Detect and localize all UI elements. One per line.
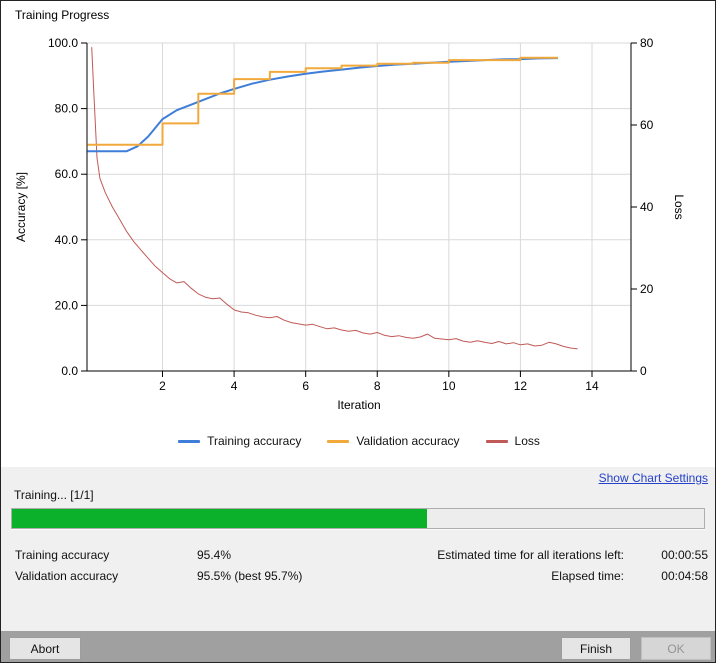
show-chart-settings-link[interactable]: Show Chart Settings — [598, 471, 708, 485]
svg-text:6: 6 — [302, 379, 309, 393]
legend-label: Validation accuracy — [356, 434, 460, 448]
svg-text:40.0: 40.0 — [55, 233, 79, 247]
svg-text:0.0: 0.0 — [61, 364, 78, 378]
svg-text:8: 8 — [374, 379, 381, 393]
legend-label: Training accuracy — [207, 434, 302, 448]
elapsed-time-value: 00:04:58 — [661, 569, 708, 583]
abort-button[interactable]: Abort — [9, 637, 81, 660]
validation-accuracy-label: Validation accuracy — [15, 569, 119, 583]
validation-accuracy-value: 95.5% (best 95.7%) — [197, 569, 303, 583]
chart-legend: Training accuracy Validation accuracy Lo… — [1, 430, 715, 452]
button-bar: Abort Finish OK — [1, 631, 715, 662]
svg-text:10: 10 — [442, 379, 456, 393]
training-status-label: Training... [1/1] — [14, 488, 94, 502]
training-progress-bar — [11, 508, 705, 529]
legend-item-loss: Loss — [485, 434, 540, 448]
svg-text:60.0: 60.0 — [55, 167, 79, 181]
validation-accuracy-line-icon — [327, 439, 350, 443]
progress-panel: Show Chart Settings Training... [1/1] Tr… — [1, 467, 715, 631]
training-accuracy-label: Training accuracy — [15, 548, 110, 562]
svg-text:80: 80 — [640, 36, 654, 50]
estimated-time-label: Estimated time for all iterations left: — [437, 548, 624, 562]
svg-text:12: 12 — [514, 379, 528, 393]
svg-text:Iteration: Iteration — [337, 398, 380, 412]
training-accuracy-line-icon — [178, 439, 201, 443]
svg-text:0: 0 — [640, 364, 647, 378]
svg-text:Loss: Loss — [672, 194, 686, 219]
svg-text:Accuracy [%]: Accuracy [%] — [14, 172, 28, 242]
page-title: Training Progress — [15, 8, 110, 22]
legend-item-training-accuracy: Training accuracy — [178, 434, 301, 448]
training-accuracy-value: 95.4% — [197, 548, 232, 562]
svg-text:100.0: 100.0 — [48, 36, 78, 50]
svg-text:20: 20 — [640, 282, 654, 296]
elapsed-time-label: Elapsed time: — [551, 569, 624, 583]
svg-text:14: 14 — [585, 379, 599, 393]
legend-label: Loss — [514, 434, 540, 448]
ok-button[interactable]: OK — [641, 637, 711, 660]
svg-text:40: 40 — [640, 200, 654, 214]
estimated-time-value: 00:00:55 — [661, 548, 708, 562]
loss-line-icon — [485, 439, 508, 443]
progress-bar-fill — [12, 509, 428, 528]
svg-text:60: 60 — [640, 118, 654, 132]
svg-text:4: 4 — [231, 379, 238, 393]
training-chart: 0.0 20.0 40.0 60.0 80.0 100.0 0 20 40 60 80 2 4 6 8 10 1… — [14, 36, 686, 412]
svg-text:20.0: 20.0 — [55, 298, 79, 312]
finish-button[interactable]: Finish — [561, 637, 631, 660]
svg-text:80.0: 80.0 — [55, 102, 79, 116]
svg-text:2: 2 — [159, 379, 166, 393]
legend-item-validation-accuracy: Validation accuracy — [327, 434, 460, 448]
